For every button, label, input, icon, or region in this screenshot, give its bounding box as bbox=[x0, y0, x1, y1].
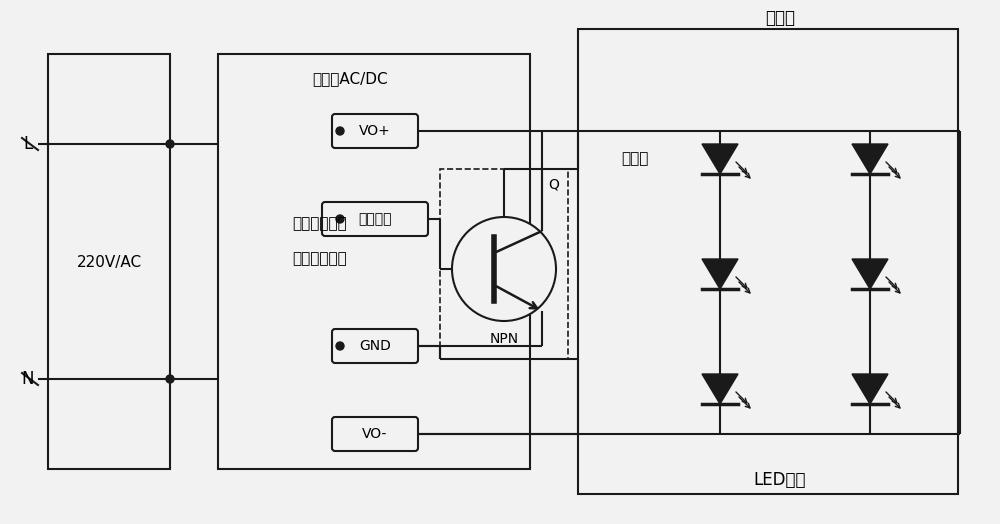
Text: Q: Q bbox=[549, 177, 559, 191]
Bar bbox=[48, 54, 170, 469]
Text: 温度探头: 温度探头 bbox=[358, 212, 392, 226]
Circle shape bbox=[166, 140, 174, 148]
FancyBboxPatch shape bbox=[332, 114, 418, 148]
Circle shape bbox=[336, 127, 344, 135]
Polygon shape bbox=[702, 259, 738, 289]
Text: GND: GND bbox=[359, 339, 391, 353]
Text: L: L bbox=[23, 135, 33, 153]
Circle shape bbox=[336, 342, 344, 350]
Text: 驱动器AC/DC: 驱动器AC/DC bbox=[312, 71, 388, 86]
Bar bbox=[440, 169, 568, 359]
Bar bbox=[218, 54, 530, 469]
Polygon shape bbox=[852, 144, 888, 174]
Text: VO-: VO- bbox=[362, 427, 388, 441]
Circle shape bbox=[452, 217, 556, 321]
FancyBboxPatch shape bbox=[332, 417, 418, 451]
Polygon shape bbox=[702, 144, 738, 174]
Text: NPN: NPN bbox=[489, 332, 519, 346]
FancyBboxPatch shape bbox=[332, 329, 418, 363]
Text: 温度补偿电路: 温度补偿电路 bbox=[293, 216, 347, 232]
Text: VO+: VO+ bbox=[359, 124, 391, 138]
Polygon shape bbox=[852, 374, 888, 404]
Text: LED光源: LED光源 bbox=[754, 471, 806, 489]
Text: 铝基板: 铝基板 bbox=[765, 9, 795, 27]
Text: N: N bbox=[22, 370, 34, 388]
Circle shape bbox=[166, 375, 174, 383]
Text: 220V/AC: 220V/AC bbox=[76, 255, 142, 269]
Polygon shape bbox=[702, 374, 738, 404]
Bar bbox=[578, 29, 958, 494]
Text: 热耦合: 热耦合 bbox=[621, 151, 649, 167]
Circle shape bbox=[336, 215, 344, 223]
Text: 嵌入电流基准: 嵌入电流基准 bbox=[293, 252, 347, 267]
FancyBboxPatch shape bbox=[322, 202, 428, 236]
Polygon shape bbox=[852, 259, 888, 289]
